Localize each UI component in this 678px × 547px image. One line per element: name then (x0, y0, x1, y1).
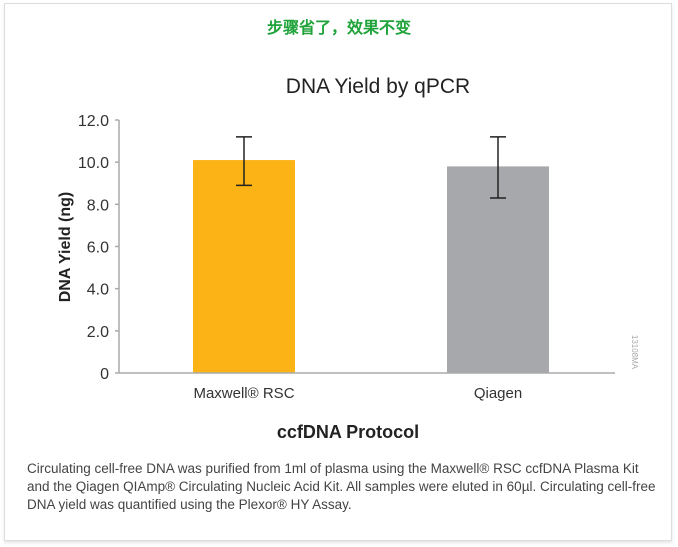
chart-title: DNA Yield by qPCR (286, 75, 470, 98)
figure-caption: Circulating cell-free DNA was purified f… (27, 461, 656, 512)
figure-frame (4, 3, 672, 541)
y-tick-label: 4.0 (87, 282, 109, 299)
y-tick-label: 0 (100, 366, 109, 383)
x-axis-label: ccfDNA Protocol (277, 422, 419, 442)
page-heading: 步骤省了，效果不变 (266, 18, 411, 37)
figure-code: 13108MA (630, 335, 639, 370)
y-tick-label: 2.0 (87, 324, 109, 341)
y-tick-label: 6.0 (87, 240, 109, 257)
x-tick-label: Qiagen (474, 385, 522, 402)
bar (447, 166, 549, 373)
y-tick-label: 12.0 (78, 113, 109, 130)
y-axis-label: DNA Yield (ng) (57, 192, 74, 303)
y-tick-label: 8.0 (87, 197, 109, 214)
y-tick-label: 10.0 (78, 155, 109, 172)
bar (193, 160, 295, 373)
x-tick-label: Maxwell® RSC (193, 385, 294, 402)
